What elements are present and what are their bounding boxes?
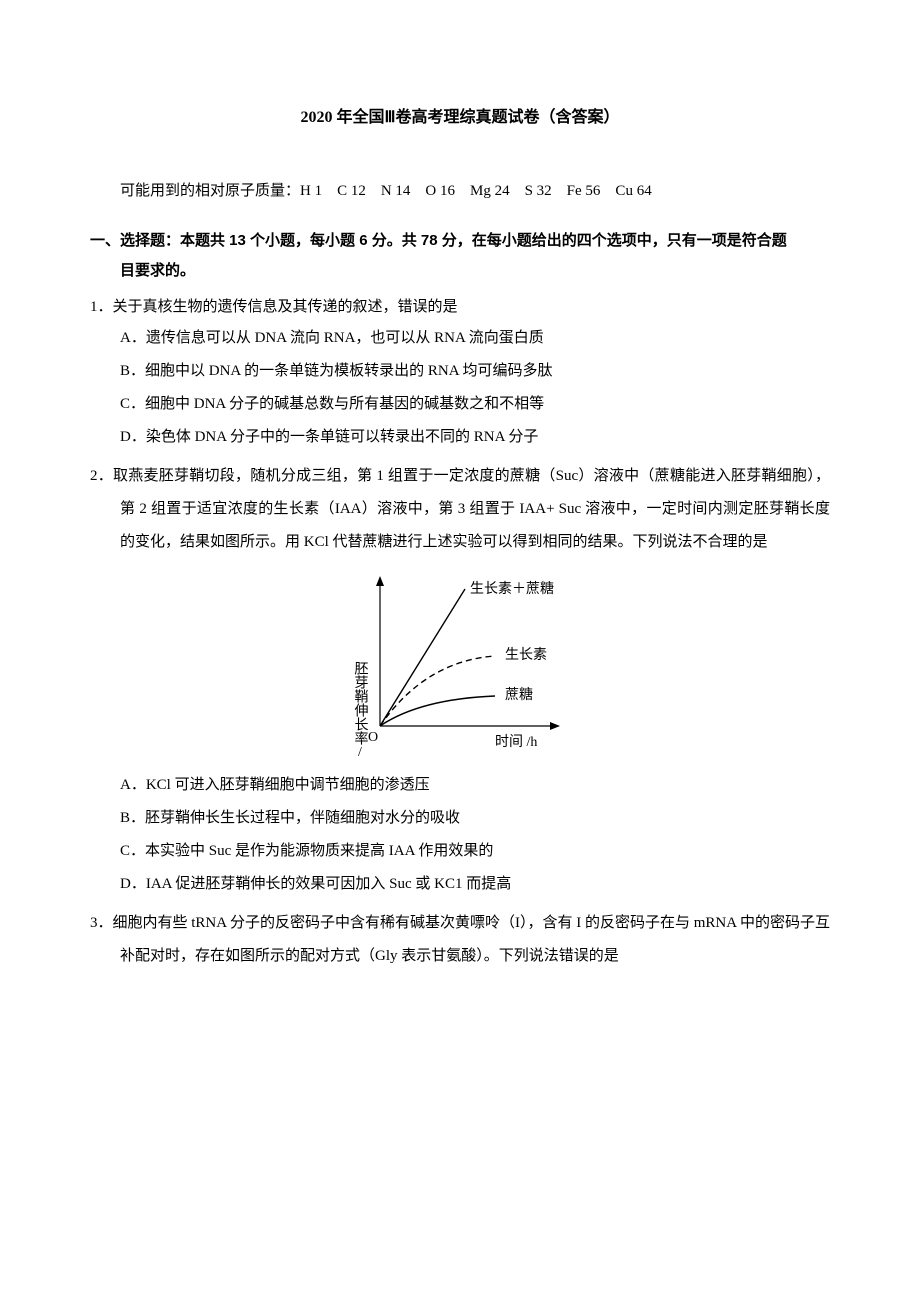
series-label-3: 蔗糖 bbox=[505, 687, 533, 703]
question-2-option-b: B．胚芽鞘伸长生长过程中，伴随细胞对水分的吸收 bbox=[120, 802, 830, 835]
question-2-option-a: A．KCl 可进入胚芽鞘细胞中调节细胞的渗透压 bbox=[120, 769, 830, 802]
y-axis-arrow bbox=[376, 576, 384, 586]
question-1-options: A．遗传信息可以从 DNA 流向 RNA，也可以从 RNA 流向蛋白质 B．细胞… bbox=[90, 322, 830, 454]
question-2-option-c: C．本实验中 Suc 是作为能源物质来提高 IAA 作用效果的 bbox=[120, 835, 830, 868]
section-header-line2: 目要求的。 bbox=[90, 256, 830, 286]
question-2: 2．取燕麦胚芽鞘切段，随机分成三组，第 1 组置于一定浓度的蔗糖（Suc）溶液中… bbox=[90, 460, 830, 901]
atomic-mass-info: 可能用到的相对原子质量：H 1 C 12 N 14 O 16 Mg 24 S 3… bbox=[90, 175, 830, 208]
series-line-3 bbox=[380, 696, 495, 726]
page-title: 2020 年全国Ⅲ卷高考理综真题试卷（含答案） bbox=[90, 100, 830, 135]
question-2-stem: 2．取燕麦胚芽鞘切段，随机分成三组，第 1 组置于一定浓度的蔗糖（Suc）溶液中… bbox=[90, 460, 830, 559]
question-1-option-d: D．染色体 DNA 分子中的一条单链可以转录出不同的 RNA 分子 bbox=[120, 421, 830, 454]
chart-container: O 胚芽鞘伸长率/% 时间 /h 生长素＋蔗糖 生长素 蔗糖 bbox=[90, 571, 830, 761]
series-label-2: 生长素 bbox=[505, 647, 547, 663]
question-1-option-c: C．细胞中 DNA 分子的碱基总数与所有基因的碱基数之和不相等 bbox=[120, 388, 830, 421]
question-1: 1．关于真核生物的遗传信息及其传递的叙述，错误的是 A．遗传信息可以从 DNA … bbox=[90, 292, 830, 454]
growth-chart: O 胚芽鞘伸长率/% 时间 /h 生长素＋蔗糖 生长素 蔗糖 bbox=[330, 571, 590, 761]
question-2-options: A．KCl 可进入胚芽鞘细胞中调节细胞的渗透压 B．胚芽鞘伸长生长过程中，伴随细… bbox=[90, 769, 830, 901]
series-label-1: 生长素＋蔗糖 bbox=[470, 581, 554, 597]
section-header: 一、选择题：本题共 13 个小题，每小题 6 分。共 78 分，在每小题给出的四… bbox=[90, 226, 830, 286]
x-axis-arrow bbox=[550, 722, 560, 730]
x-axis-label: 时间 /h bbox=[495, 734, 537, 750]
question-1-stem: 1．关于真核生物的遗传信息及其传递的叙述，错误的是 bbox=[90, 292, 830, 322]
question-2-option-d: D．IAA 促进胚芽鞘伸长的效果可因加入 Suc 或 KC1 而提高 bbox=[120, 868, 830, 901]
question-3: 3．细胞内有些 tRNA 分子的反密码子中含有稀有碱基次黄嘌呤（I），含有 I … bbox=[90, 907, 830, 973]
origin-label: O bbox=[368, 730, 378, 745]
y-axis-label: 胚芽鞘伸长率/% bbox=[353, 661, 369, 761]
question-1-option-a: A．遗传信息可以从 DNA 流向 RNA，也可以从 RNA 流向蛋白质 bbox=[120, 322, 830, 355]
series-line-1 bbox=[380, 589, 465, 726]
question-1-option-b: B．细胞中以 DNA 的一条单链为模板转录出的 RNA 均可编码多肽 bbox=[120, 355, 830, 388]
question-3-stem: 3．细胞内有些 tRNA 分子的反密码子中含有稀有碱基次黄嘌呤（I），含有 I … bbox=[90, 907, 830, 973]
section-header-line1: 一、选择题：本题共 13 个小题，每小题 6 分。共 78 分，在每小题给出的四… bbox=[90, 232, 787, 249]
